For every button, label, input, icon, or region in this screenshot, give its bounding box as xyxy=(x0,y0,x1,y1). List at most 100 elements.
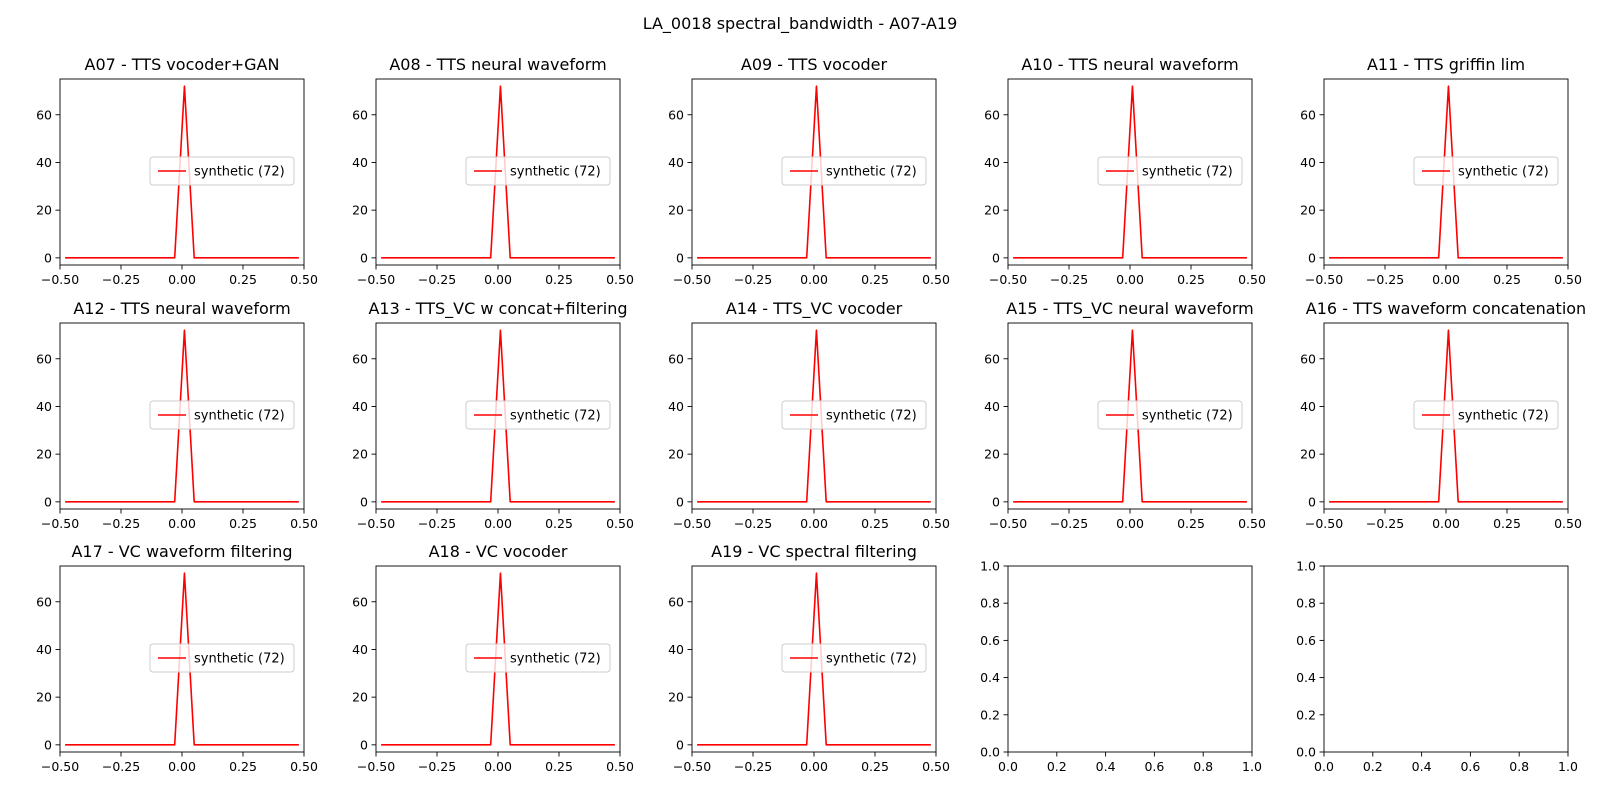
legend-box xyxy=(465,643,611,673)
y-tick-label: 40 xyxy=(352,642,368,657)
y-tick-label: 0.0 xyxy=(980,745,1000,760)
y-tick-label: 0 xyxy=(360,250,368,265)
y-tick-label: 60 xyxy=(36,351,52,366)
subplot-12: A18 - VC vocoder −0.50 −0.25 0.00 0.25 0.50 0 2… xyxy=(352,542,634,774)
x-tick-label: 0.25 xyxy=(545,759,573,774)
y-tick-label: 40 xyxy=(36,155,52,170)
y-tick-label: 0 xyxy=(676,737,684,752)
legend: synthetic (72) xyxy=(465,643,611,673)
x-tick-label: 0.25 xyxy=(545,516,573,531)
legend-label: synthetic (72) xyxy=(510,652,601,667)
x-tick-label: −0.50 xyxy=(357,272,395,287)
x-tick-label: 0.50 xyxy=(922,516,950,531)
y-tick-label: 0 xyxy=(360,494,368,509)
legend-label: synthetic (72) xyxy=(826,652,917,667)
x-tick-label: −0.50 xyxy=(989,516,1027,531)
x-tick-label: −0.25 xyxy=(418,759,456,774)
x-tick-label: −0.25 xyxy=(1366,272,1404,287)
y-tick-label: 0 xyxy=(44,494,52,509)
x-tick-label: 0.00 xyxy=(800,272,828,287)
subplot-title: A14 - TTS_VC vocoder xyxy=(726,299,903,319)
legend-box xyxy=(465,400,611,430)
legend: synthetic (72) xyxy=(1413,156,1559,186)
y-tick-label: 20 xyxy=(352,447,368,462)
subplot-14: 0.0 0.2 0.4 0.6 0.8 1.0 0.0 0.2 0.4 0.6 0.8 1.0 xyxy=(980,559,1262,775)
legend-label: synthetic (72) xyxy=(194,165,285,180)
subplot-title: A15 - TTS_VC neural waveform xyxy=(1006,299,1253,319)
x-tick-label: 0.00 xyxy=(1116,516,1144,531)
x-tick-label: 0.50 xyxy=(1554,516,1582,531)
axes-frame xyxy=(59,565,305,753)
x-tick-label: −0.50 xyxy=(41,272,79,287)
x-tick-label: 0.6 xyxy=(1460,759,1480,774)
legend-box xyxy=(1097,156,1243,186)
x-tick-label: −0.25 xyxy=(418,272,456,287)
y-tick-label: 0 xyxy=(44,250,52,265)
legend-label: synthetic (72) xyxy=(1458,165,1549,180)
y-tick-label: 40 xyxy=(352,399,368,414)
y-tick-label: 0 xyxy=(1308,250,1316,265)
x-tick-label: 0.00 xyxy=(1432,272,1460,287)
series-line-1 xyxy=(697,572,931,746)
series-line-1 xyxy=(65,85,299,259)
y-tick-label: 0.4 xyxy=(980,670,1000,685)
y-tick-label: 20 xyxy=(984,203,1000,218)
series-line-1 xyxy=(1013,329,1247,503)
subplot-2: A08 - TTS neural waveform −0.50 −0.25 0.00 0… xyxy=(352,55,634,287)
x-tick-label: −0.50 xyxy=(1305,272,1343,287)
x-tick-label: −0.50 xyxy=(989,272,1027,287)
y-tick-label: 40 xyxy=(36,399,52,414)
x-tick-label: 0.00 xyxy=(484,516,512,531)
y-tick-label: 20 xyxy=(668,203,684,218)
series-line-1 xyxy=(381,572,615,746)
subplot-title: A19 - VC spectral filtering xyxy=(711,542,917,561)
legend-box xyxy=(149,400,295,430)
axes-frame xyxy=(59,322,305,510)
y-tick-label: 20 xyxy=(36,690,52,705)
x-tick-label: −0.50 xyxy=(41,516,79,531)
y-tick-label: 0.0 xyxy=(1296,745,1316,760)
y-tick-label: 0.8 xyxy=(1296,596,1316,611)
x-tick-label: 0.6 xyxy=(1144,759,1164,774)
x-tick-label: 0.25 xyxy=(545,272,573,287)
axes-frame xyxy=(1323,565,1569,753)
legend-box xyxy=(149,156,295,186)
x-tick-label: 0.00 xyxy=(800,759,828,774)
x-tick-label: 0.25 xyxy=(1177,516,1205,531)
y-tick-label: 0.8 xyxy=(980,596,1000,611)
legend-label: synthetic (72) xyxy=(826,409,917,424)
subplot-title: A09 - TTS vocoder xyxy=(741,55,888,74)
x-tick-label: 0.00 xyxy=(168,759,196,774)
axes-frame xyxy=(691,565,937,753)
subplot-7: A13 - TTS_VC w concat+filtering −0.50 −0.2… xyxy=(352,299,634,531)
legend-label: synthetic (72) xyxy=(194,652,285,667)
x-tick-label: 0.4 xyxy=(1096,759,1116,774)
axes-frame xyxy=(1007,322,1253,510)
legend: synthetic (72) xyxy=(1413,400,1559,430)
series-line-1 xyxy=(1329,329,1563,503)
y-tick-label: 60 xyxy=(1300,107,1316,122)
legend: synthetic (72) xyxy=(1097,156,1243,186)
axes-frame xyxy=(375,78,621,266)
y-tick-label: 0 xyxy=(44,737,52,752)
x-tick-label: 0.0 xyxy=(998,759,1018,774)
legend-label: synthetic (72) xyxy=(1142,165,1233,180)
x-tick-label: −0.50 xyxy=(1305,516,1343,531)
legend-box xyxy=(781,400,927,430)
y-tick-label: 20 xyxy=(984,447,1000,462)
x-tick-label: −0.50 xyxy=(673,272,711,287)
x-tick-label: 0.2 xyxy=(1363,759,1383,774)
y-tick-label: 40 xyxy=(984,155,1000,170)
legend: synthetic (72) xyxy=(1097,400,1243,430)
y-tick-label: 1.0 xyxy=(980,559,1000,574)
x-tick-label: 0.25 xyxy=(861,516,889,531)
legend-box xyxy=(1413,156,1559,186)
y-tick-label: 20 xyxy=(352,203,368,218)
y-tick-label: 60 xyxy=(668,351,684,366)
x-tick-label: −0.25 xyxy=(418,516,456,531)
axes-frame xyxy=(1323,322,1569,510)
figure-suptitle: LA_0018 spectral_bandwidth - A07-A19 xyxy=(643,14,958,34)
x-tick-label: 0.25 xyxy=(861,759,889,774)
axes-frame xyxy=(691,78,937,266)
